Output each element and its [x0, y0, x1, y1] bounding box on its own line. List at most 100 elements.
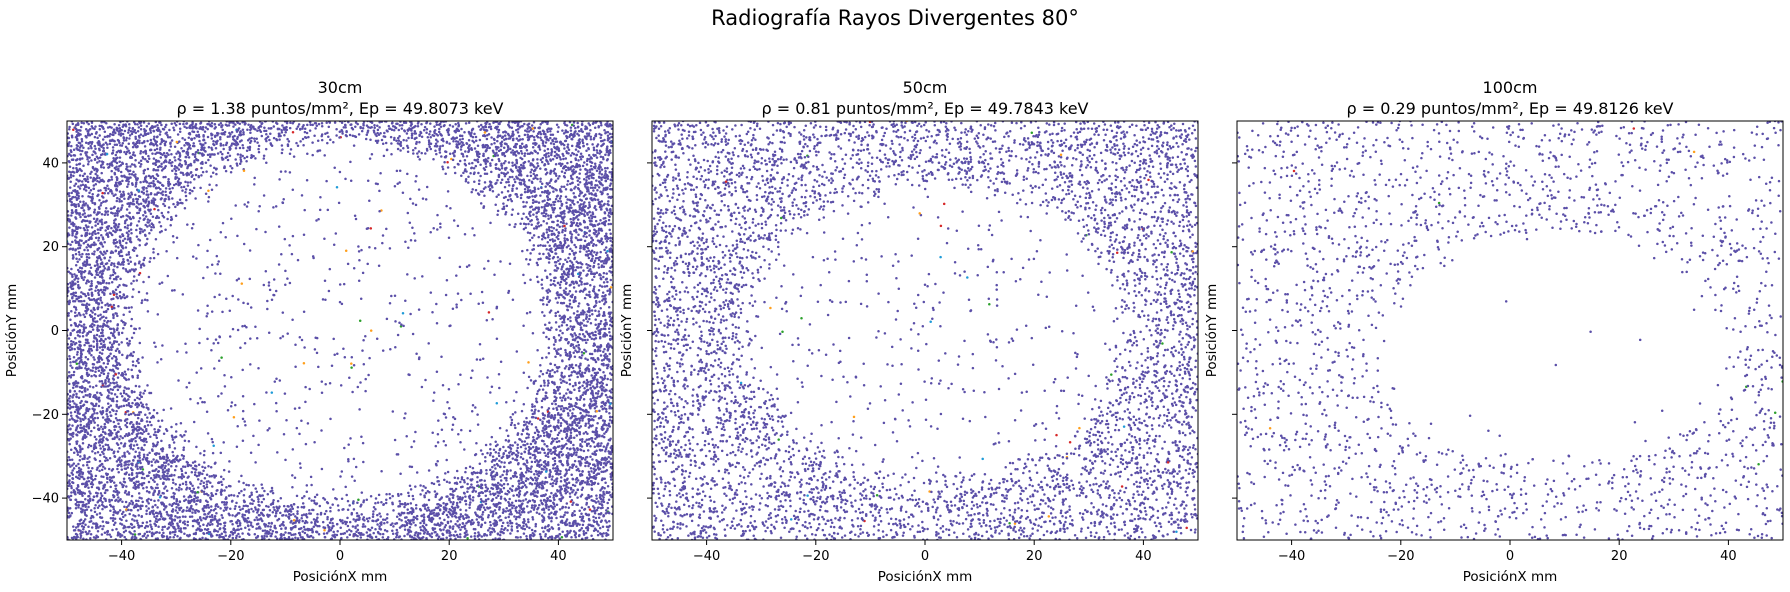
scatter-point [167, 197, 171, 201]
scatter-point [550, 203, 553, 207]
scatter-point [509, 510, 513, 514]
scatter-point [599, 320, 603, 323]
scatter-point [538, 148, 542, 151]
scatter-point [577, 460, 581, 463]
scatter-point [523, 187, 527, 191]
scatter-point [340, 121, 344, 124]
scatter-point [226, 135, 230, 138]
scatter-point [569, 188, 573, 191]
scatter-point [174, 172, 177, 175]
scatter-point [74, 507, 78, 510]
scatter-point [511, 175, 514, 179]
scatter-point [86, 249, 90, 252]
scatter-point [103, 256, 106, 260]
scatter-point [520, 152, 524, 155]
scatter-point [572, 407, 575, 411]
scatter-point [443, 478, 446, 482]
scatter-point [552, 279, 556, 283]
scatter-point [592, 264, 596, 268]
scatter-point [496, 481, 500, 485]
scatter-point [399, 502, 402, 506]
scatter-point [106, 362, 110, 365]
scatter-point [326, 131, 329, 135]
scatter-point [576, 479, 580, 482]
scatter-point [537, 187, 540, 191]
scatter-point [385, 498, 388, 501]
scatter-point [587, 470, 591, 474]
scatter-point [557, 259, 560, 263]
scatter-point [141, 458, 145, 461]
scatter-point [226, 158, 230, 162]
scatter-point [238, 122, 242, 126]
scatter-point [506, 132, 510, 136]
scatter-point [608, 412, 611, 415]
scatter-point [136, 467, 139, 471]
scatter-point [576, 310, 579, 313]
scatter-point [157, 470, 161, 473]
scatter-point [569, 199, 573, 202]
scatter-point [606, 529, 610, 532]
scatter-point [540, 399, 544, 403]
scatter-point [210, 148, 214, 151]
scatter-point [560, 405, 564, 408]
scatter-point [581, 523, 585, 527]
scatter-point [554, 355, 557, 358]
scatter-point [496, 494, 500, 497]
scatter-point [84, 364, 88, 367]
scatter-point [77, 506, 80, 509]
scatter-point [79, 404, 83, 408]
scatter-point [98, 346, 102, 349]
scatter-point [383, 131, 386, 135]
scatter-point [568, 252, 571, 256]
scatter-point [360, 129, 364, 133]
scatter-point [68, 186, 72, 189]
scatter-point [412, 515, 416, 519]
scatter-point [103, 368, 106, 372]
scatter-point [374, 535, 378, 539]
scatter-point [587, 146, 590, 150]
scatter-point [569, 325, 572, 328]
scatter-point [157, 499, 160, 502]
scatter-point [582, 404, 586, 407]
scatter-point [150, 527, 154, 531]
scatter-point [551, 158, 555, 161]
scatter-point [257, 150, 261, 154]
scatter-point [424, 491, 428, 495]
scatter-point [73, 273, 76, 276]
scatter-point [255, 516, 258, 519]
scatter-point [509, 443, 512, 447]
scatter-point [282, 514, 285, 517]
scatter-point [117, 209, 121, 213]
scatter-point [87, 443, 91, 447]
scatter-point [313, 134, 316, 138]
scatter-point [77, 141, 81, 145]
scatter-point [121, 179, 124, 183]
scatter-point [352, 144, 356, 147]
scatter-point [552, 226, 556, 230]
scatter-point [459, 508, 462, 511]
scatter-point [552, 502, 556, 506]
scatter-point [85, 334, 88, 337]
scatter-point [143, 233, 147, 237]
scatter-point [556, 301, 559, 304]
scatter-point [407, 494, 411, 498]
scatter-point [565, 365, 568, 368]
scatter-point [121, 500, 124, 503]
scatter-point [87, 207, 90, 211]
scatter-point [110, 498, 114, 502]
scatter-point [530, 460, 534, 464]
scatter-point [145, 420, 149, 423]
scatter-point [72, 340, 75, 344]
scatter-point [514, 507, 517, 510]
scatter-point [174, 214, 178, 218]
scatter-point [381, 518, 385, 521]
scatter-point [325, 532, 329, 535]
scatter-point [145, 181, 149, 184]
scatter-point [416, 155, 420, 158]
scatter-point [124, 500, 128, 504]
scatter-point [356, 501, 359, 505]
scatter-point [534, 408, 537, 411]
scatter-point [153, 428, 156, 431]
scatter-point [604, 450, 607, 453]
scatter-point [115, 399, 119, 403]
